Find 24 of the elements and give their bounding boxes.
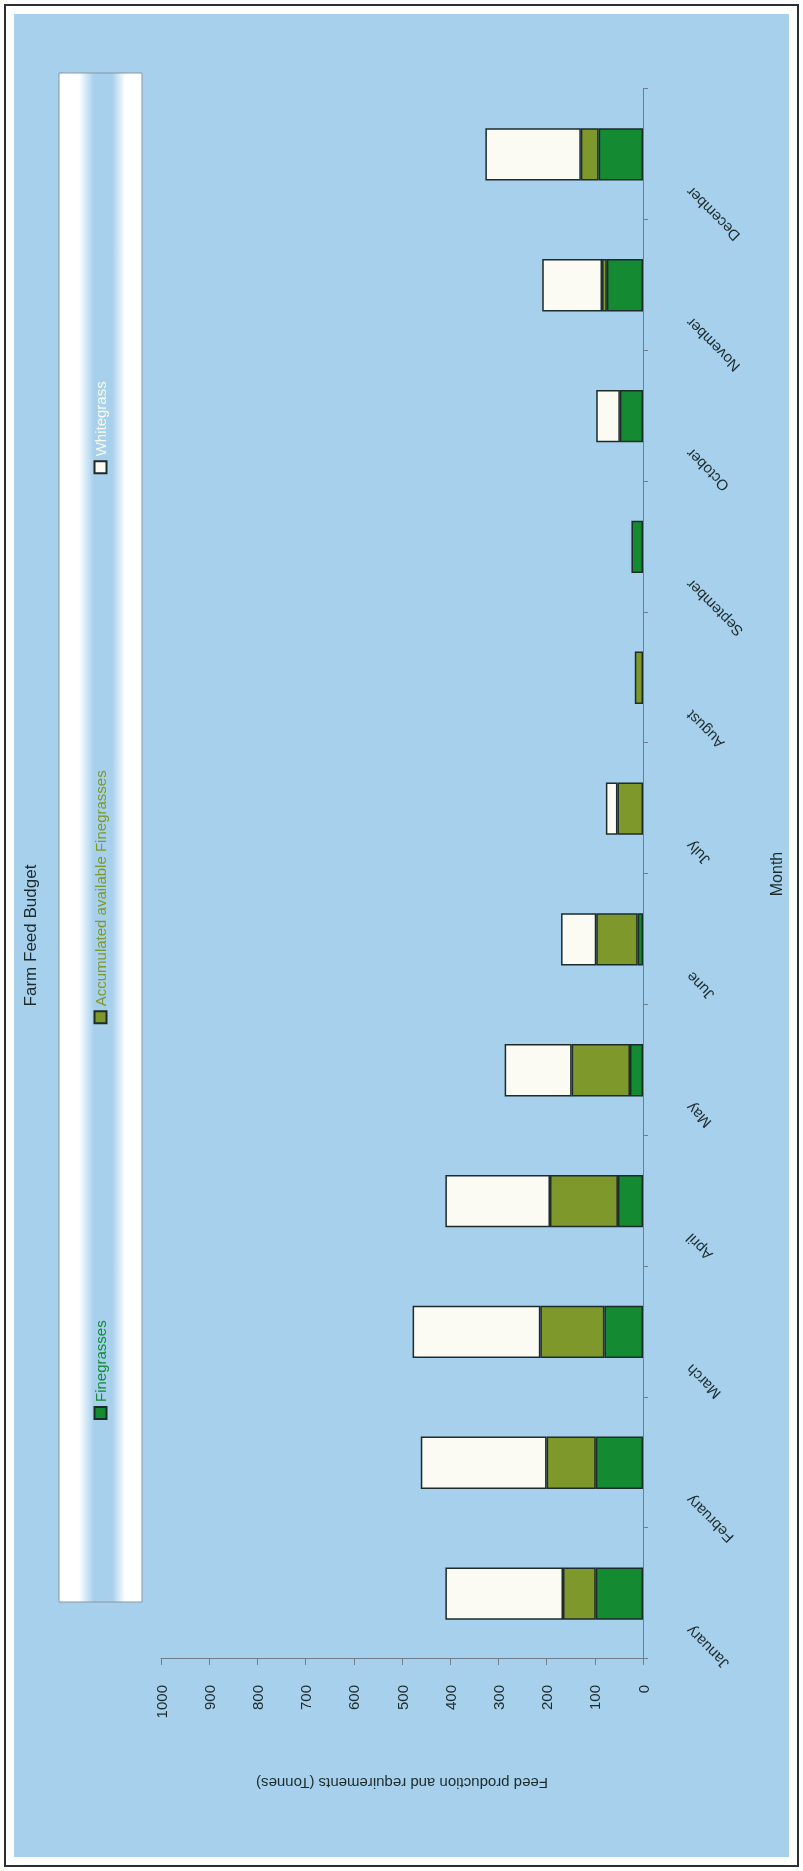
x-tick-label: 500 bbox=[393, 1685, 411, 1711]
bar bbox=[606, 259, 643, 312]
y-axis-title: Month bbox=[767, 851, 785, 897]
text: Accumulated available Finegrasses bbox=[92, 770, 109, 1007]
x-tick-label: 800 bbox=[248, 1685, 266, 1711]
y-tick-label: July bbox=[681, 837, 714, 869]
text: Whitegrass bbox=[92, 381, 109, 457]
x-tick-label: 1000 bbox=[152, 1685, 170, 1719]
text: Farm Feed Budget bbox=[21, 864, 40, 1007]
x-tick-label: 0 bbox=[634, 1685, 652, 1694]
x-axis-title: Feed production and requirements (Tonnes) bbox=[256, 1775, 548, 1792]
x-tick-label: 400 bbox=[441, 1685, 459, 1711]
y-tick-label: April bbox=[682, 1230, 716, 1264]
x-tick-label: 700 bbox=[297, 1685, 315, 1711]
x-tick-label: 900 bbox=[200, 1685, 218, 1711]
bar bbox=[631, 520, 643, 574]
bar bbox=[542, 259, 603, 312]
x-tick-label: 300 bbox=[489, 1685, 507, 1711]
x-tick-label: 200 bbox=[538, 1685, 556, 1711]
y-tick-label: May bbox=[681, 1099, 715, 1132]
x-tick-label: 600 bbox=[345, 1685, 363, 1711]
text: Finegrasses bbox=[92, 1320, 109, 1402]
bar bbox=[634, 651, 643, 704]
x-tick-label: 100 bbox=[586, 1685, 604, 1711]
